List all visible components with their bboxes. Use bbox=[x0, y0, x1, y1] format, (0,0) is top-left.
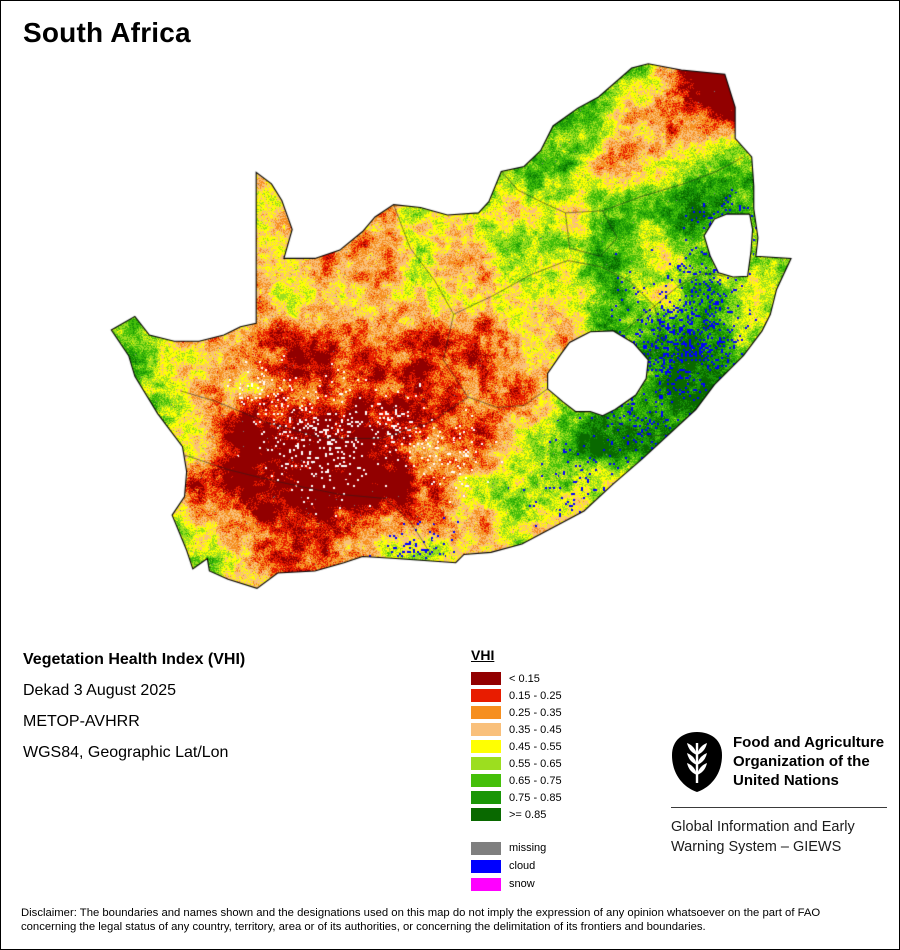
legend-label: snow bbox=[509, 878, 535, 890]
legend-swatch bbox=[471, 706, 501, 719]
legend-swatch bbox=[471, 672, 501, 685]
legend-label: 0.65 - 0.75 bbox=[509, 774, 562, 787]
legend-row: >= 0.85 bbox=[471, 806, 562, 823]
divider-line bbox=[671, 807, 887, 808]
map-info-block: Vegetation Health Index (VHI) Dekad 3 Au… bbox=[23, 651, 245, 775]
legend-row: 0.45 - 0.55 bbox=[471, 738, 562, 755]
sensor-label: METOP-AVHRR bbox=[23, 713, 140, 730]
legend-label: >= 0.85 bbox=[509, 808, 547, 821]
legend-swatch-missing bbox=[471, 841, 501, 855]
disclaimer: Disclaimer: The boundaries and names sho… bbox=[21, 906, 820, 934]
giews-label: Global Information and Early Warning Sys… bbox=[671, 817, 887, 857]
product-title: Vegetation Health Index (VHI) bbox=[23, 651, 246, 668]
fao-name-line: Organization of the bbox=[733, 753, 870, 770]
fao-logo bbox=[671, 731, 723, 798]
legend-row: missing bbox=[471, 839, 562, 857]
legend-row: < 0.15 bbox=[471, 670, 562, 687]
legend-swatch bbox=[471, 808, 501, 821]
legend-row: 0.65 - 0.75 bbox=[471, 772, 562, 789]
legend-label: 0.45 - 0.55 bbox=[509, 740, 562, 753]
disclaimer-line: concerning the legal status of any count… bbox=[21, 921, 706, 933]
projection-label: WGS84, Geographic Lat/Lon bbox=[23, 744, 229, 761]
dekad-label: Dekad 3 August 2025 bbox=[23, 682, 177, 699]
legend-swatch bbox=[471, 757, 501, 770]
legend-label: cloud bbox=[509, 860, 536, 872]
legend-row: 0.15 - 0.25 bbox=[471, 687, 562, 704]
page-title: South Africa bbox=[23, 17, 191, 48]
legend-label: 0.25 - 0.35 bbox=[509, 706, 562, 719]
legend-swatch-cloud bbox=[471, 859, 501, 873]
legend-label: 0.55 - 0.65 bbox=[509, 757, 562, 770]
legend-label: 0.35 - 0.45 bbox=[509, 723, 562, 736]
legend-extras: missing cloud snow bbox=[471, 839, 562, 893]
giews-line: Global Information and Early bbox=[671, 819, 855, 835]
legend-row: 0.25 - 0.35 bbox=[471, 704, 562, 721]
legend-label: missing bbox=[509, 842, 547, 854]
legend-swatch-snow bbox=[471, 877, 501, 891]
legend-swatch bbox=[471, 689, 501, 702]
fao-name-line: Food and Agriculture bbox=[733, 734, 885, 751]
legend-swatch bbox=[471, 774, 501, 787]
legend-label: 0.75 - 0.85 bbox=[509, 791, 562, 804]
fao-name: Food and Agriculture Organization of the… bbox=[733, 733, 884, 790]
disclaimer-line: Disclaimer: The boundaries and names sho… bbox=[21, 907, 821, 919]
legend-row: 0.35 - 0.45 bbox=[471, 721, 562, 738]
legend-row: 0.55 - 0.65 bbox=[471, 755, 562, 772]
legend-swatch bbox=[471, 740, 501, 753]
giews-line: Warning System – GIEWS bbox=[671, 839, 842, 855]
legend-title: VHI bbox=[471, 647, 495, 663]
fao-name-line: United Nations bbox=[733, 772, 839, 789]
vhi-legend: VHI < 0.15 0.15 - 0.25 0.25 - 0.35 0.35 … bbox=[471, 647, 562, 893]
legend-label: 0.15 - 0.25 bbox=[509, 689, 562, 702]
legend-swatch bbox=[471, 791, 501, 804]
legend-row: 0.75 - 0.85 bbox=[471, 789, 562, 806]
legend-label: < 0.15 bbox=[509, 672, 540, 685]
fao-block: Food and Agriculture Organization of the… bbox=[671, 731, 887, 857]
south-africa-vhi-map bbox=[1, 1, 899, 621]
legend-row: cloud bbox=[471, 857, 562, 875]
legend-swatch bbox=[471, 723, 501, 736]
legend-row: snow bbox=[471, 875, 562, 893]
